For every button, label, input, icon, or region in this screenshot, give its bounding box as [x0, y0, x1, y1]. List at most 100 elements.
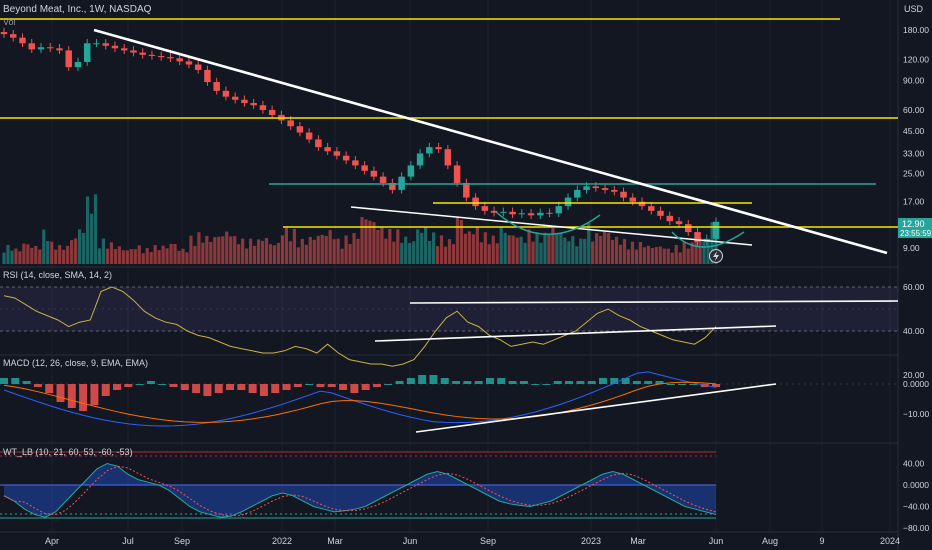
macd-histogram-bar [226, 384, 235, 390]
time-axis[interactable]: Apr Jul Sep 2022 Mar Jun Sep 2023 Mar Jun Aug 9 2024 [45, 536, 900, 546]
candle-body [204, 69, 211, 83]
rsi-band [0, 287, 898, 331]
price-axis[interactable]: 180.00 120.00 90.00 60.00 45.00 33.00 25.00 17.… [903, 25, 930, 533]
volume-bar [221, 236, 225, 264]
volume-bar [531, 241, 535, 264]
volume-bar [66, 245, 70, 264]
volume-bar [380, 226, 384, 264]
time-tick-label: Mar [327, 536, 343, 546]
volume-bar [237, 244, 241, 264]
volume-bar [268, 244, 273, 264]
volume-bar [125, 250, 129, 264]
volume-bar [714, 229, 718, 264]
macd-histogram-bar [361, 384, 370, 390]
volume-bar [85, 196, 90, 264]
macd-histogram-bar [519, 381, 528, 384]
macd-histogram-bar [429, 375, 438, 384]
candle-body [241, 99, 248, 104]
rsi-title[interactable]: RSI (14, close, SMA, 14, 2) [3, 270, 113, 280]
wt-title[interactable]: WT_LB (10, 21, 60, 53, -60, -53) [3, 447, 133, 457]
volume-bar [225, 231, 229, 264]
macd-histogram-bar [0, 378, 8, 384]
symbol-title[interactable]: Beyond Meat, Inc., 1W, NASDAQ [3, 4, 152, 15]
volume-bar [396, 229, 400, 264]
volume-bar [89, 213, 94, 264]
volume-label: Vol [3, 17, 16, 27]
candle-body [379, 176, 387, 183]
currency-label: USD [904, 4, 924, 14]
volume-bar [101, 238, 106, 264]
macd-histogram-bar [327, 384, 336, 387]
price-tick-label: 17.00 [903, 197, 925, 207]
candle-body [416, 153, 424, 166]
time-tick-label: Jul [122, 536, 134, 546]
volume-bar [312, 239, 316, 264]
volume-bar [507, 235, 511, 264]
price-tick-label: 90.00 [903, 75, 925, 85]
volume-bar [614, 236, 619, 264]
volume-bar [34, 245, 38, 264]
volume-bar [109, 242, 113, 264]
volume-bar [217, 236, 221, 264]
time-tick-label: 9 [819, 536, 824, 546]
volume-bar [137, 245, 141, 264]
candle-body [592, 186, 600, 189]
rsi-resistance-trendline[interactable] [409, 300, 899, 304]
volume-bar [666, 248, 670, 264]
macd-trendline[interactable] [415, 383, 777, 433]
macd-title[interactable]: MACD (12, 26, close, 9, EMA, EMA) [3, 358, 149, 368]
macd-histogram-bar [282, 384, 291, 390]
volume-bar [642, 247, 647, 264]
lower-wedge-trendline[interactable] [350, 206, 753, 246]
volume-bar [46, 240, 50, 264]
volume-bar [654, 247, 658, 264]
macd-histogram-bar [293, 384, 302, 387]
candle-body [0, 32, 8, 35]
volume-bar [622, 238, 627, 264]
volume-bar [260, 240, 265, 264]
candle-body [712, 221, 720, 239]
bolt-icon[interactable] [709, 249, 723, 263]
macd-histogram-bar [440, 378, 449, 384]
candle-body [194, 64, 202, 70]
volume-bar [344, 235, 348, 264]
volume-bars [2, 194, 718, 264]
candle-body [407, 165, 415, 177]
macd-histogram-bar [259, 384, 268, 396]
macd-histogram-bar [621, 378, 630, 384]
volume-bar [6, 244, 10, 264]
candle-body [315, 139, 322, 148]
macd-histogram-bar [372, 384, 381, 387]
volume-bar [547, 234, 551, 264]
volume-bar [527, 229, 531, 264]
macd-histogram-bar [666, 384, 675, 385]
rsi-support-trendline[interactable] [374, 325, 777, 342]
candle-body [148, 54, 156, 56]
candle-body [555, 206, 563, 214]
volume-bar [392, 241, 396, 264]
candle-body [694, 232, 701, 242]
price-tick-label: 33.00 [903, 148, 925, 158]
candle-body [10, 34, 17, 38]
volume-bar [157, 250, 161, 264]
macd-histogram-bar [316, 384, 325, 387]
wt-tick-label: 0.0000 [903, 480, 929, 490]
price-tick-label: 180.00 [903, 25, 929, 35]
volume-bar [340, 248, 344, 264]
macd-histogram-bar [712, 384, 720, 387]
macd-histogram-bar [33, 384, 42, 387]
volume-bar [535, 232, 539, 264]
volume-bar [638, 242, 643, 264]
volume-bar [400, 242, 404, 264]
volume-bar [153, 245, 157, 264]
volume-bar [364, 219, 368, 264]
macd-histogram-bar [124, 384, 133, 387]
time-tick-label: 2022 [272, 536, 292, 546]
volume-bar [551, 228, 555, 264]
candle-body [666, 215, 674, 222]
candle-body [648, 206, 655, 211]
descending-trendline[interactable] [93, 28, 888, 255]
candle-body [500, 211, 507, 213]
candle-body [268, 109, 276, 115]
